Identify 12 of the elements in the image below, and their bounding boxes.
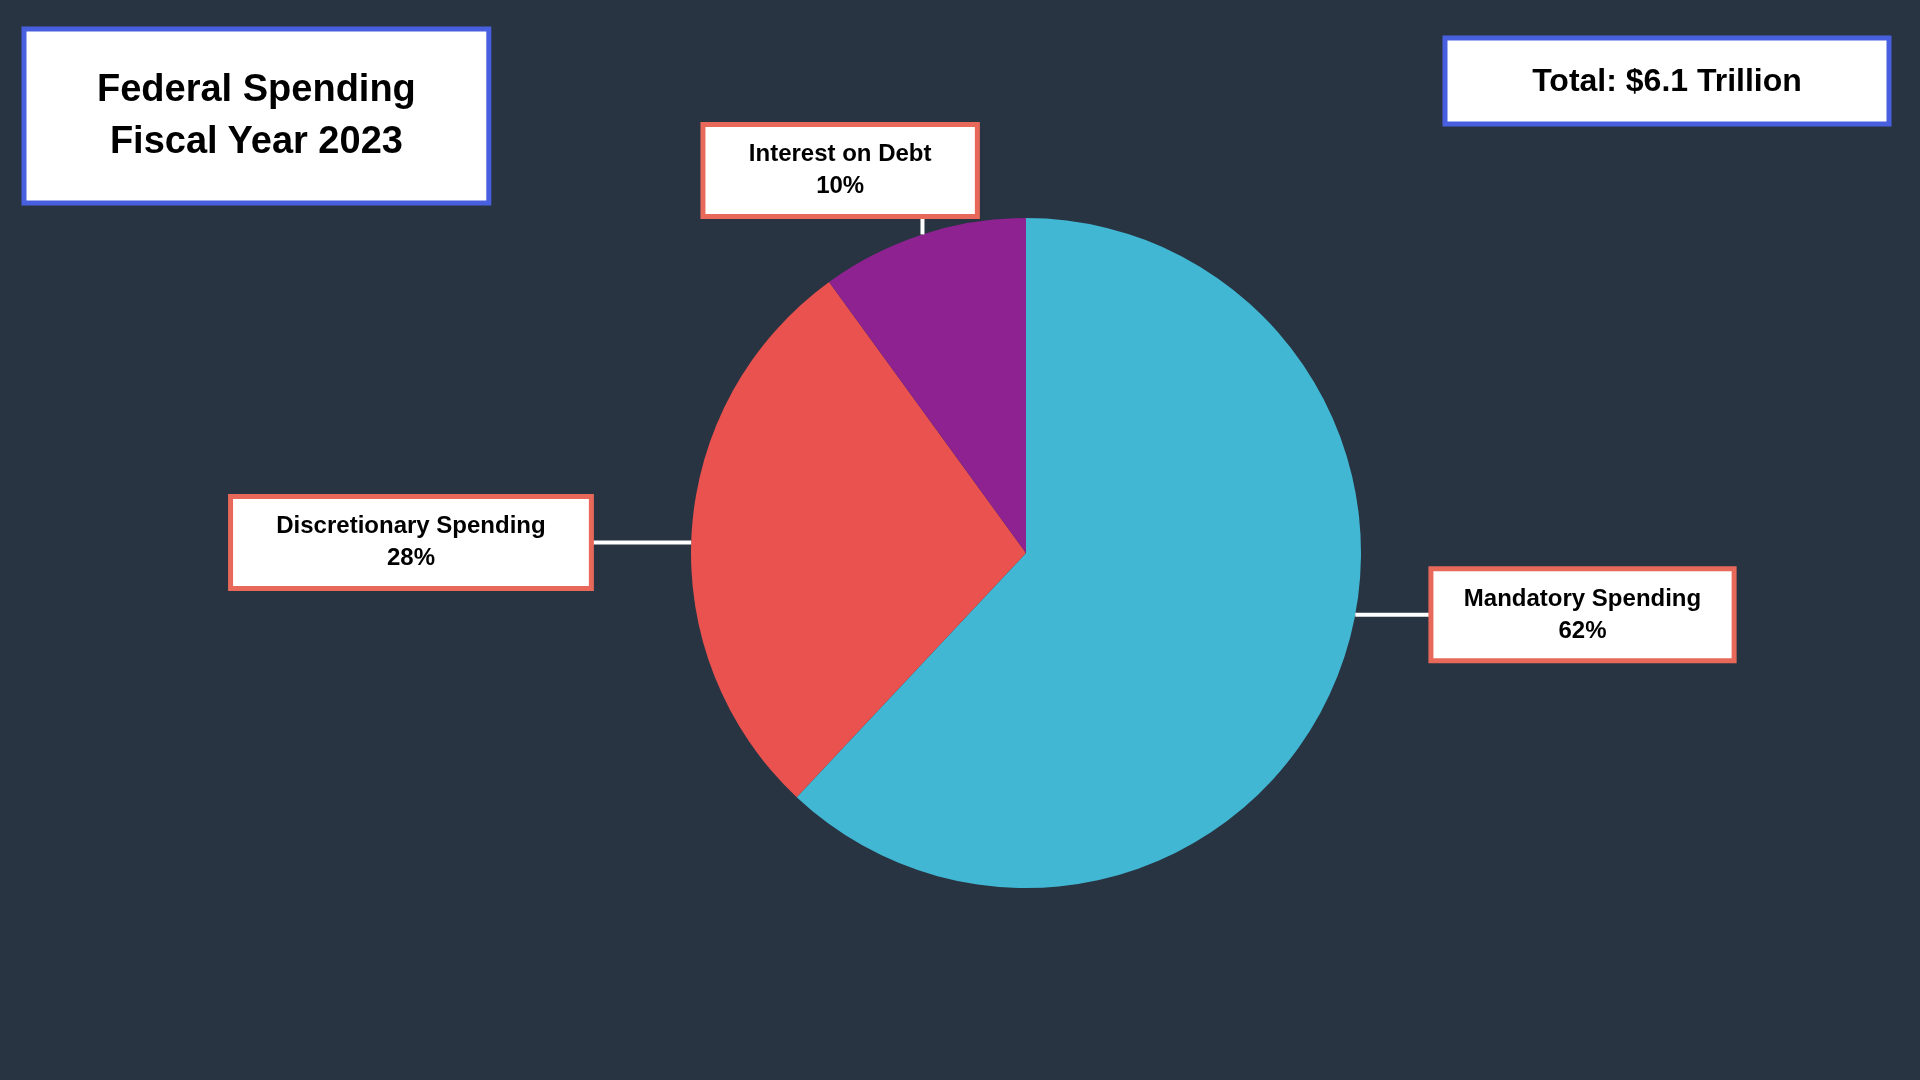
pie-slice (796, 218, 1361, 888)
chart-title: Federal Spending (96, 67, 416, 109)
data-label: 62% (1558, 615, 1607, 643)
data-label: 28% (386, 543, 435, 571)
slice-label: Interest on Debt (748, 139, 932, 167)
slice-label: Mandatory Spending (1463, 583, 1702, 611)
pie-slice (829, 218, 1026, 553)
chart-subtitle: Fiscal Year 2023 (109, 119, 403, 161)
pie-slice (691, 281, 1026, 798)
data-label: 10% (816, 171, 865, 199)
slice-label: Discretionary Spending (276, 511, 546, 539)
text: Total: $6.1 Trillion (1532, 62, 1802, 98)
